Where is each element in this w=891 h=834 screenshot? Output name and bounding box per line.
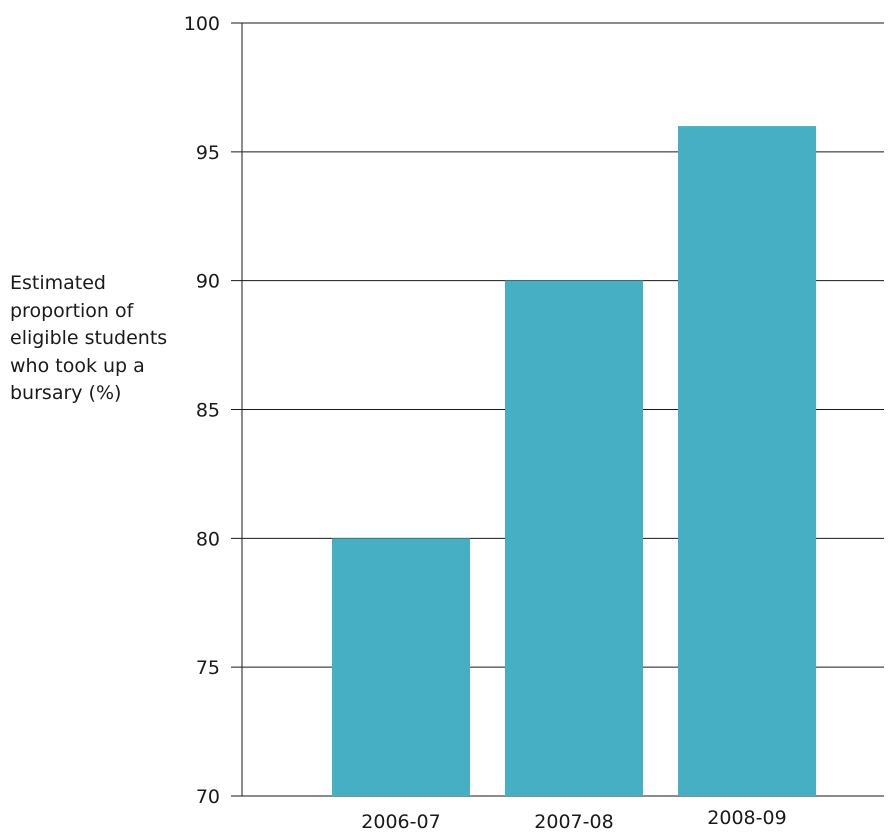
x-tick-label: 2007-08: [534, 811, 613, 833]
y-tick-label: 100: [184, 13, 220, 35]
y-axis-label-line: proportion of: [10, 299, 134, 322]
y-tick-label: 70: [196, 786, 220, 808]
y-axis-label: Estimated proportion of eligible student…: [10, 270, 167, 408]
y-axis-label-line: eligible students: [10, 327, 168, 349]
bar-2007-08: [505, 280, 643, 797]
x-tick-labels: 2006-07 2007-08 2008-09: [361, 807, 786, 833]
y-axis-label-line: bursary (%): [10, 382, 122, 404]
bar-2008-09: [678, 126, 816, 797]
y-tick-label: 85: [196, 400, 220, 422]
y-axis-label-line: Estimated: [10, 272, 106, 294]
y-tick-label: 95: [196, 142, 220, 164]
y-tick-label: 75: [196, 657, 220, 679]
y-tick-label: 80: [196, 528, 220, 550]
y-tick-label: 90: [196, 271, 220, 293]
bar-2006-07: [332, 538, 470, 796]
y-tick-labels: 70 75 80 85 90 95 100: [184, 13, 220, 808]
y-axis-label-line: who took up a: [10, 354, 145, 377]
x-tick-label: 2008-09: [707, 807, 786, 829]
x-tick-label: 2006-07: [361, 811, 440, 833]
bars: [332, 126, 816, 797]
